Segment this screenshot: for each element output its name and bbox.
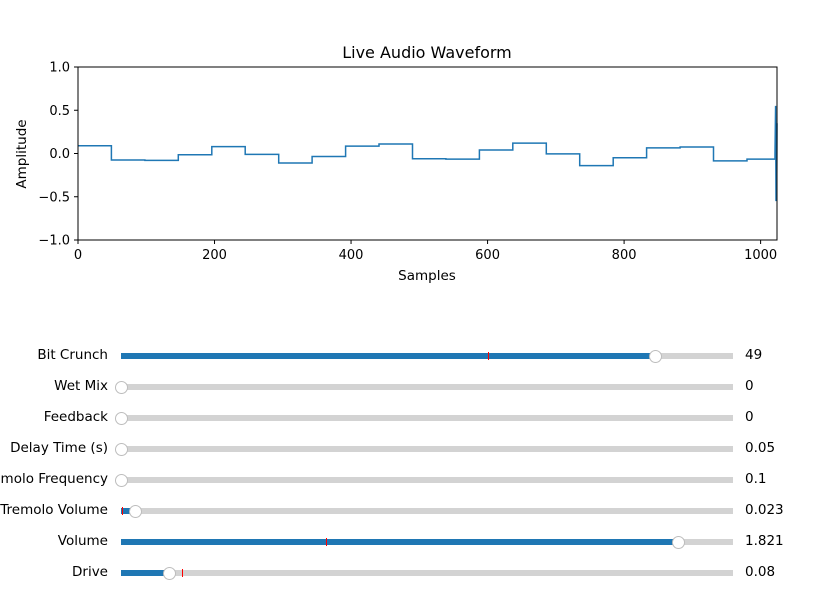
drive-slider-label: Drive xyxy=(72,564,108,580)
tremolo-volume-initial-value-marker xyxy=(122,507,124,515)
tremolo-frequency-slider-track[interactable] xyxy=(121,477,733,483)
y-tick-label: 0.5 xyxy=(49,104,70,119)
x-tick-label: 800 xyxy=(612,248,637,263)
tremolo-volume-slider-handle[interactable] xyxy=(128,504,142,518)
volume-initial-value-marker xyxy=(325,538,327,546)
tremolo-volume-slider-fill xyxy=(121,508,136,514)
x-axis-label: Samples xyxy=(398,268,456,284)
feedback-slider-handle[interactable] xyxy=(114,411,128,425)
plot-frame xyxy=(77,66,778,241)
y-tick-label: 0.0 xyxy=(49,147,70,162)
waveform-series-line-0 xyxy=(78,105,778,202)
bit-crunch-slider-fill xyxy=(121,353,656,359)
volume-slider-fill xyxy=(121,539,679,545)
y-tick-label: −1.0 xyxy=(38,234,70,249)
plot-area: 0 200 400 600 800 1000 1.0 0.5 0.0 −0.5 −1.0 xyxy=(38,61,778,263)
tremolo-volume-slider-value: 0.023 xyxy=(745,502,784,518)
bit-crunch-initial-value-marker xyxy=(487,352,489,360)
tremolo-frequency-slider-label: Tremolo Frequency xyxy=(0,471,108,487)
delay-time-s-slider-track[interactable] xyxy=(121,446,733,452)
x-tick-label: 400 xyxy=(339,248,364,263)
volume-slider-value: 1.821 xyxy=(745,533,784,549)
drive-slider-track[interactable] xyxy=(121,570,733,576)
delay-time-s-slider-label: Delay Time (s) xyxy=(10,440,108,456)
drive-slider-fill xyxy=(121,570,170,576)
volume-slider-label: Volume xyxy=(57,533,108,549)
x-tick-label: 1000 xyxy=(744,248,777,263)
bit-crunch-slider-label: Bit Crunch xyxy=(37,347,108,363)
delay-time-s-slider-handle[interactable] xyxy=(114,442,128,456)
feedback-slider-track[interactable] xyxy=(121,415,733,421)
bit-crunch-slider-value: 49 xyxy=(745,347,763,363)
y-tick-label: −0.5 xyxy=(38,190,70,205)
y-axis-label: Amplitude xyxy=(14,119,30,188)
drive-slider-handle[interactable] xyxy=(163,566,177,580)
wet-mix-slider-label: Wet Mix xyxy=(54,378,108,394)
x-tick-label: 0 xyxy=(74,248,82,263)
x-tick-label: 600 xyxy=(475,248,500,263)
tremolo-volume-slider-track[interactable] xyxy=(121,508,733,514)
tremolo-volume-slider-label: Tremolo Volume xyxy=(0,502,108,518)
drive-initial-value-marker xyxy=(181,569,183,577)
tremolo-frequency-slider-handle[interactable] xyxy=(114,473,128,487)
tremolo-frequency-slider-value: 0.1 xyxy=(745,471,767,487)
x-tick-label: 200 xyxy=(202,248,227,263)
bit-crunch-slider-handle[interactable] xyxy=(648,349,662,363)
feedback-slider-label: Feedback xyxy=(43,409,108,425)
delay-time-s-slider-value: 0.05 xyxy=(745,440,776,456)
volume-slider-handle[interactable] xyxy=(671,535,685,549)
y-tick-label: 1.0 xyxy=(49,61,70,76)
feedback-slider-value: 0 xyxy=(745,409,754,425)
wet-mix-slider-value: 0 xyxy=(745,378,754,394)
drive-slider-value: 0.08 xyxy=(745,564,776,580)
wet-mix-slider-track[interactable] xyxy=(121,384,733,390)
chart-title: Live Audio Waveform xyxy=(342,43,512,62)
wet-mix-slider-handle[interactable] xyxy=(114,380,128,394)
